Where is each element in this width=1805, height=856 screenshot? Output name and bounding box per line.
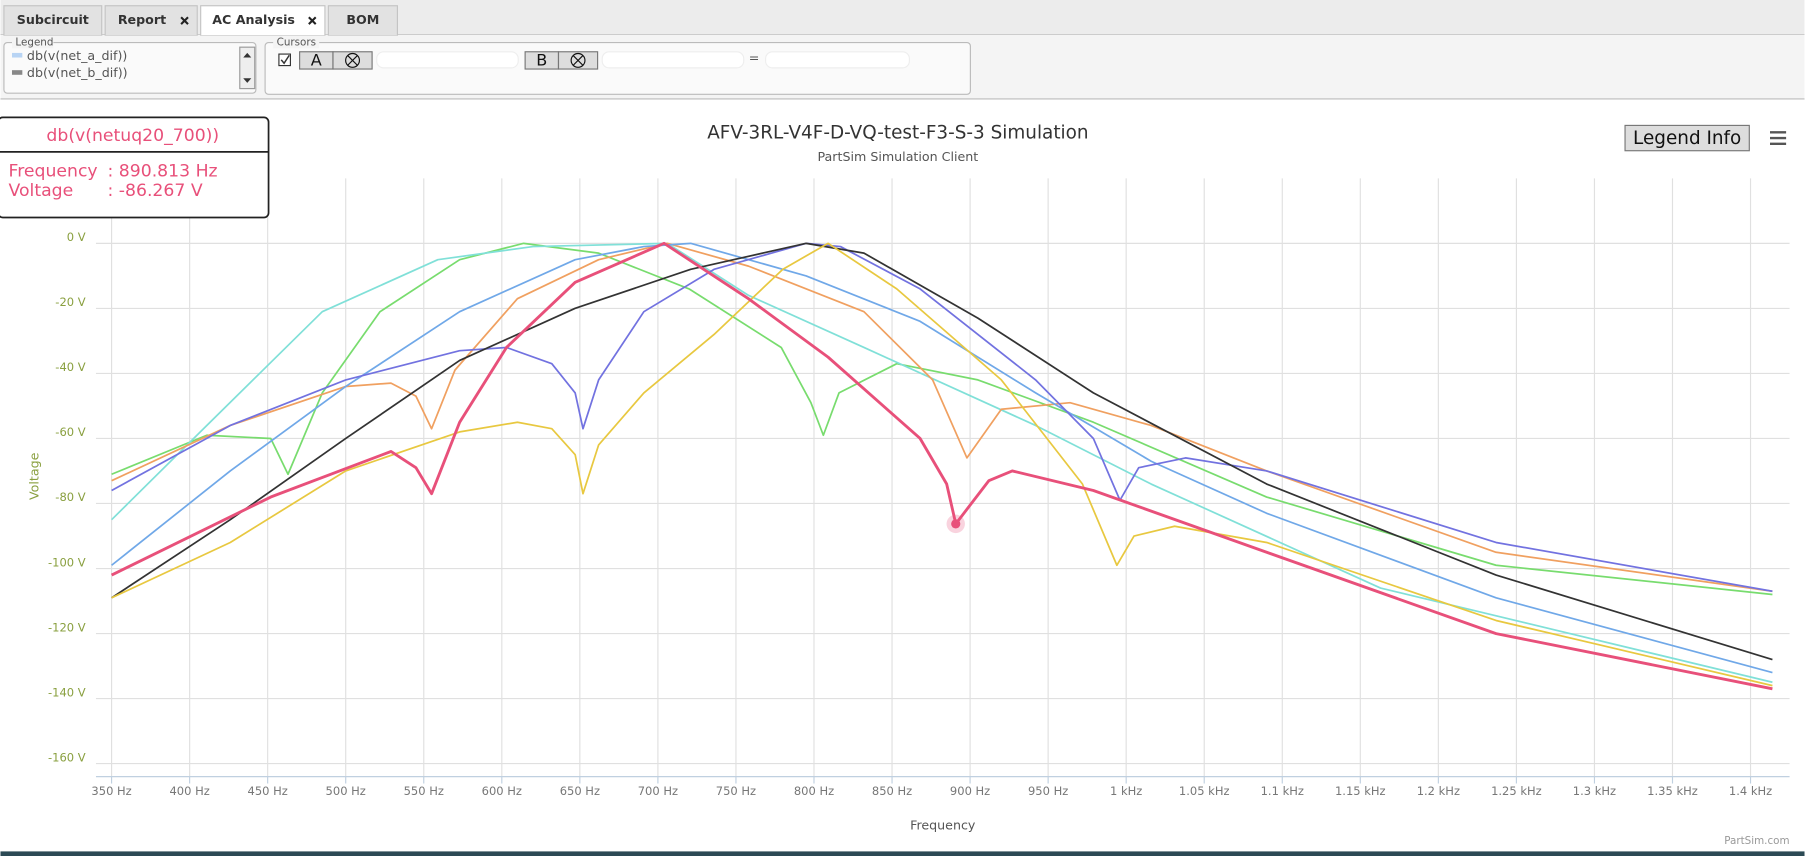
- x-tick-label: 800 Hz: [794, 784, 834, 798]
- tab-close[interactable]: [180, 16, 189, 25]
- cursor-b-label: B: [536, 50, 547, 69]
- tab[interactable]: [200, 5, 326, 37]
- chart-subtitle: PartSim Simulation Client: [818, 149, 979, 164]
- chart-title: AFV-3RL-V4F-D-VQ-test-F3-S-3 Simulation: [707, 122, 1088, 143]
- tab-label: Report: [118, 12, 166, 27]
- series-line: [111, 242, 1773, 661]
- x-tick-label: 900 Hz: [950, 784, 990, 798]
- x-tick-label: 1 kHz: [1110, 784, 1142, 798]
- tooltip-row-label: Frequency: [9, 161, 98, 181]
- legend-panel: [3, 41, 257, 94]
- cursors-panel-title: Cursors: [277, 37, 316, 49]
- difference-output: [765, 51, 910, 69]
- tab[interactable]: [3, 5, 103, 37]
- menu-icon: [1770, 131, 1787, 145]
- legend-swatch: [11, 52, 23, 58]
- x-tick-label: 650 Hz: [560, 784, 600, 798]
- x-tick-label: 1.4 kHz: [1729, 784, 1772, 798]
- y-tick-label: -60 V: [55, 425, 85, 439]
- x-tick-label: 400 Hz: [169, 784, 209, 798]
- cursor-b-input[interactable]: [601, 51, 745, 69]
- bottom-border: [0, 851, 1805, 856]
- x-tick-label: 1.25 kHz: [1491, 784, 1542, 798]
- legend-swatch: [11, 70, 23, 75]
- x-tick-label: 850 Hz: [872, 784, 912, 798]
- series-line: [111, 242, 1773, 684]
- y-tick-label: -120 V: [48, 620, 86, 634]
- hover-marker: [951, 519, 961, 529]
- series-line: [110, 241, 1773, 691]
- checkmark: [280, 54, 290, 65]
- x-tick-label: 950 Hz: [1028, 784, 1068, 798]
- tooltip-row-label: Voltage: [9, 181, 74, 201]
- x-tick-label: 1.3 kHz: [1573, 784, 1616, 798]
- series-line: [111, 242, 1773, 593]
- y-tick-label: -40 V: [55, 360, 85, 374]
- y-tick-label: -20 V: [55, 295, 85, 309]
- y-tick-label: -80 V: [55, 490, 85, 504]
- legend-title-bg: [11, 36, 54, 49]
- x-tick-label: 500 Hz: [326, 784, 366, 798]
- tab[interactable]: [327, 5, 398, 37]
- x-tick-label: 1.2 kHz: [1417, 784, 1460, 798]
- tooltip-title: db(v(netuq20_700)): [46, 126, 219, 146]
- checkbox[interactable]: [278, 53, 291, 67]
- tooltip-row-value: : 890.813 Hz: [107, 161, 217, 181]
- x-tick-label: 450 Hz: [248, 784, 288, 798]
- credit: PartSim.com: [1724, 835, 1789, 847]
- y-tick-label: -160 V: [48, 750, 86, 764]
- clear-icon: [345, 52, 361, 68]
- x-tick-label: 750 Hz: [716, 784, 756, 798]
- equals-sign: =: [749, 50, 760, 65]
- x-tick-label: 550 Hz: [404, 784, 444, 798]
- x-tick-label: 1.35 kHz: [1647, 784, 1698, 798]
- legend-info-button[interactable]: [1624, 124, 1750, 152]
- y-tick-label: 0 V: [67, 230, 86, 244]
- tab-close[interactable]: [308, 16, 317, 25]
- series-line: [111, 242, 1773, 687]
- tooltip-box: [0, 116, 270, 219]
- clear-icon: [572, 55, 584, 66]
- clear-icon: [570, 52, 586, 68]
- legend-entry[interactable]: db(v(net_a_dif)): [27, 48, 127, 63]
- tab-label: Subcircuit: [17, 12, 89, 27]
- clear-icon: [347, 55, 358, 66]
- tab-label: AC Analysis: [212, 12, 295, 27]
- x-tick-label: 700 Hz: [638, 784, 678, 798]
- x-tick-label: 600 Hz: [482, 784, 522, 798]
- y-tick-label: -140 V: [48, 685, 86, 699]
- y-axis-label: Voltage: [26, 452, 41, 500]
- cursors-title-bg: [273, 36, 320, 49]
- x-axis-label: Frequency: [910, 818, 976, 833]
- tab-label: BOM: [346, 12, 379, 27]
- legend-info-label: Legend Info: [1633, 128, 1741, 149]
- x-tick-label: 1.1 kHz: [1261, 784, 1304, 798]
- legend-panel-title: Legend: [15, 37, 53, 49]
- cursor-a-input[interactable]: [376, 51, 519, 69]
- chart: AFV-3RL-V4F-D-VQ-test-F3-S-3 Simulation …: [26, 122, 1790, 833]
- x-tick-label: 1.05 kHz: [1179, 784, 1230, 798]
- x-tick-label: 350 Hz: [91, 784, 131, 798]
- y-tick-label: -100 V: [48, 555, 86, 569]
- legend-entry[interactable]: db(v(net_b_dif)): [27, 65, 128, 80]
- tabs: Subcircuit Report AC Analysis BOM: [3, 5, 398, 37]
- cursor-a-label: A: [311, 50, 322, 69]
- tooltip-row-value: : -86.267 V: [107, 181, 202, 201]
- x-tick-label: 1.15 kHz: [1335, 784, 1386, 798]
